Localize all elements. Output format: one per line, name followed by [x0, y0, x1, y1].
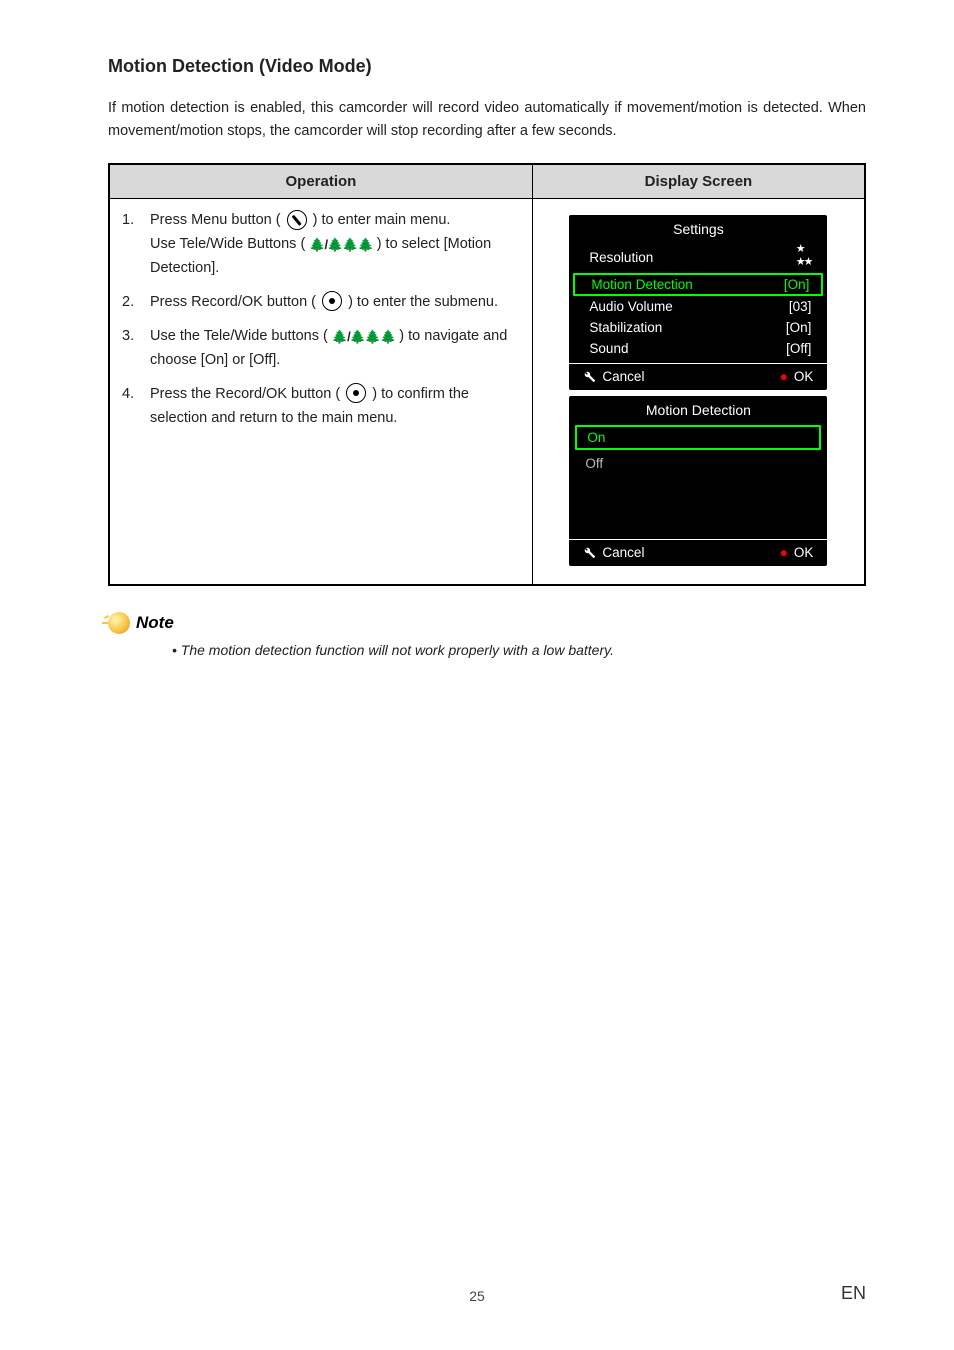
screen-title: Motion Detection — [569, 396, 827, 422]
note-title: Note — [136, 613, 174, 633]
resolution-icon: ★★★ — [796, 242, 812, 268]
record-dot-icon: ● — [780, 369, 788, 384]
record-dot-icon: ● — [780, 545, 788, 560]
row-stabilization: Stabilization [On] — [569, 317, 827, 338]
step-4: Press the Record/OK button ( ) to confir… — [122, 383, 520, 431]
page-title: Motion Detection (Video Mode) — [108, 56, 866, 77]
note-heading: Note — [108, 612, 866, 634]
step-3: Use the Tele/Wide buttons ( 🌲/🌲🌲🌲 ) to n… — [122, 325, 520, 373]
screen-title: Settings — [569, 215, 827, 241]
row-resolution: Resolution ★★★ — [569, 241, 827, 273]
option-on: On — [575, 425, 821, 450]
screen-footer: Cancel ● OK — [569, 540, 827, 566]
step-1: Press Menu button ( ) to enter main menu… — [122, 209, 520, 281]
wrench-icon — [583, 546, 596, 559]
th-operation: Operation — [109, 164, 532, 199]
lightbulb-icon — [108, 612, 130, 634]
row-sound: Sound [Off] — [569, 338, 827, 359]
screen-footer: Cancel ● OK — [569, 364, 827, 390]
operation-cell: Press Menu button ( ) to enter main menu… — [109, 199, 532, 586]
record-ok-icon — [346, 383, 366, 403]
settings-screen: Settings Resolution ★★★ Motion Detection… — [569, 215, 827, 390]
row-audio-volume: Audio Volume [03] — [569, 296, 827, 317]
operation-table: Operation Display Screen Press Menu butt… — [108, 163, 866, 586]
tele-wide-icon: 🌲/🌲🌲🌲 — [332, 326, 395, 347]
note-text: The motion detection function will not w… — [172, 642, 866, 658]
display-cell: Settings Resolution ★★★ Motion Detection… — [532, 199, 865, 586]
intro-paragraph: If motion detection is enabled, this cam… — [108, 97, 866, 143]
wrench-icon — [583, 370, 596, 383]
motion-detection-screen: Motion Detection On Off Cancel ● OK — [569, 396, 827, 566]
step-2: Press Record/OK button ( ) to enter the … — [122, 291, 520, 315]
row-motion-detection: Motion Detection [On] — [573, 273, 823, 296]
page-number: 25 — [0, 1288, 954, 1304]
tele-wide-icon: 🌲/🌲🌲🌲 — [309, 234, 372, 255]
th-display: Display Screen — [532, 164, 865, 199]
record-ok-icon — [322, 291, 342, 311]
steps-list: Press Menu button ( ) to enter main menu… — [122, 209, 520, 430]
language-label: EN — [841, 1283, 866, 1304]
menu-button-icon — [287, 210, 307, 230]
option-off: Off — [569, 453, 827, 474]
